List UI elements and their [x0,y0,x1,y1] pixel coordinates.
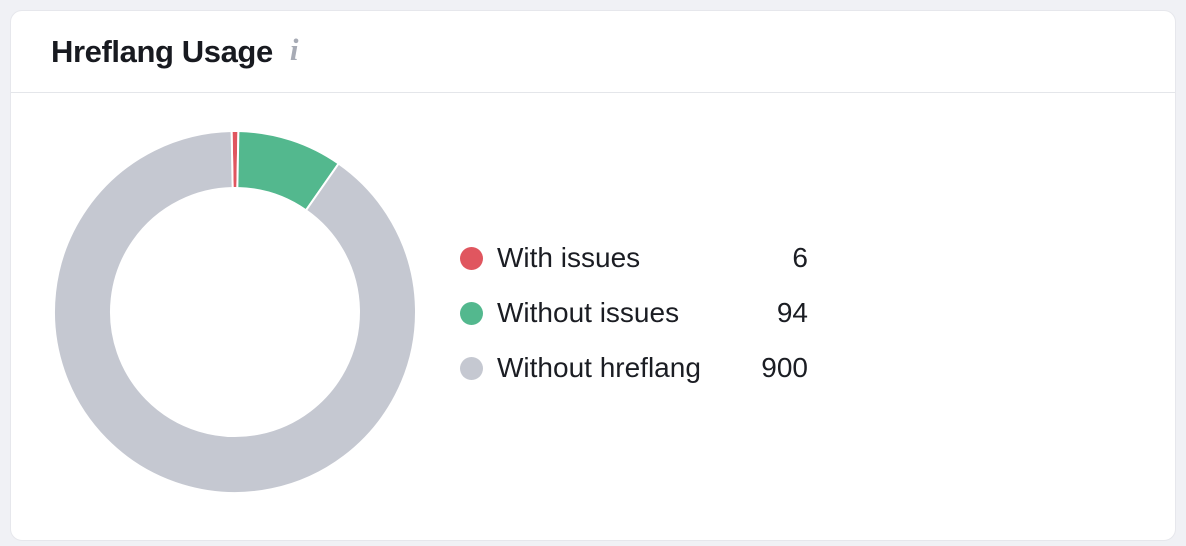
legend-label: Without issues [497,297,680,328]
legend-dot-icon [460,246,483,270]
legend-value: 6 [792,242,808,273]
donut-chart [52,129,418,495]
card-body: With issues 6 Without issues 94 Without href… [11,93,1175,540]
legend-item-without-hreflang[interactable]: Without hreflang 900 [460,351,808,385]
hreflang-usage-card: Hreflang Usage i With issues 6 Without iss… [10,10,1176,541]
legend-label: With issues [497,242,641,273]
legend-item-without-issues[interactable]: Without issues 94 [460,296,808,330]
donut-segment-without-hreflang[interactable] [53,130,417,494]
legend-dot-icon [460,356,483,380]
legend-value: 94 [776,297,808,328]
legend-dot-icon [460,301,483,325]
legend-item-with-issues[interactable]: With issues 6 [460,241,808,275]
chart-legend: With issues 6 Without issues 94 Without href… [460,241,808,406]
card-title: Hreflang Usage [51,34,273,69]
donut-svg [53,129,417,494]
legend-label: Without hreflang [497,352,701,383]
info-icon[interactable]: i [289,32,299,67]
legend-value: 900 [761,352,808,383]
card-header: Hreflang Usage i [11,11,1175,93]
